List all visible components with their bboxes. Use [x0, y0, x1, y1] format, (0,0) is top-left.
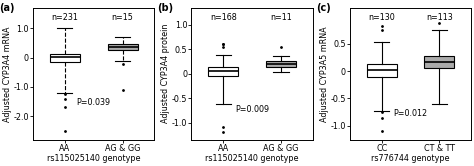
PathPatch shape — [266, 61, 296, 67]
Text: (a): (a) — [0, 3, 15, 13]
Text: n=130: n=130 — [368, 13, 395, 22]
X-axis label: rs115025140 genotype: rs115025140 genotype — [47, 154, 140, 163]
PathPatch shape — [208, 67, 238, 76]
Text: P=0.039: P=0.039 — [77, 98, 111, 107]
Text: P=0.009: P=0.009 — [235, 105, 269, 114]
X-axis label: rs115025140 genotype: rs115025140 genotype — [205, 154, 299, 163]
Text: P=0.012: P=0.012 — [393, 109, 428, 118]
Text: n=11: n=11 — [270, 13, 292, 22]
Y-axis label: Adjusted CYP3A4 protein: Adjusted CYP3A4 protein — [162, 24, 171, 124]
Text: n=231: n=231 — [51, 13, 78, 22]
PathPatch shape — [50, 54, 80, 62]
Text: n=15: n=15 — [111, 13, 134, 22]
Y-axis label: Adjusted CYP3A4 mRNA: Adjusted CYP3A4 mRNA — [3, 26, 12, 122]
Text: (c): (c) — [316, 3, 331, 13]
Text: n=168: n=168 — [210, 13, 237, 22]
X-axis label: rs776744 genotype: rs776744 genotype — [371, 154, 450, 163]
PathPatch shape — [108, 44, 137, 50]
PathPatch shape — [367, 64, 397, 77]
Text: n=113: n=113 — [426, 13, 453, 22]
Y-axis label: Adjusted CYP3A5 mRNA: Adjusted CYP3A5 mRNA — [320, 26, 329, 122]
PathPatch shape — [424, 56, 455, 68]
Text: (b): (b) — [157, 3, 173, 13]
